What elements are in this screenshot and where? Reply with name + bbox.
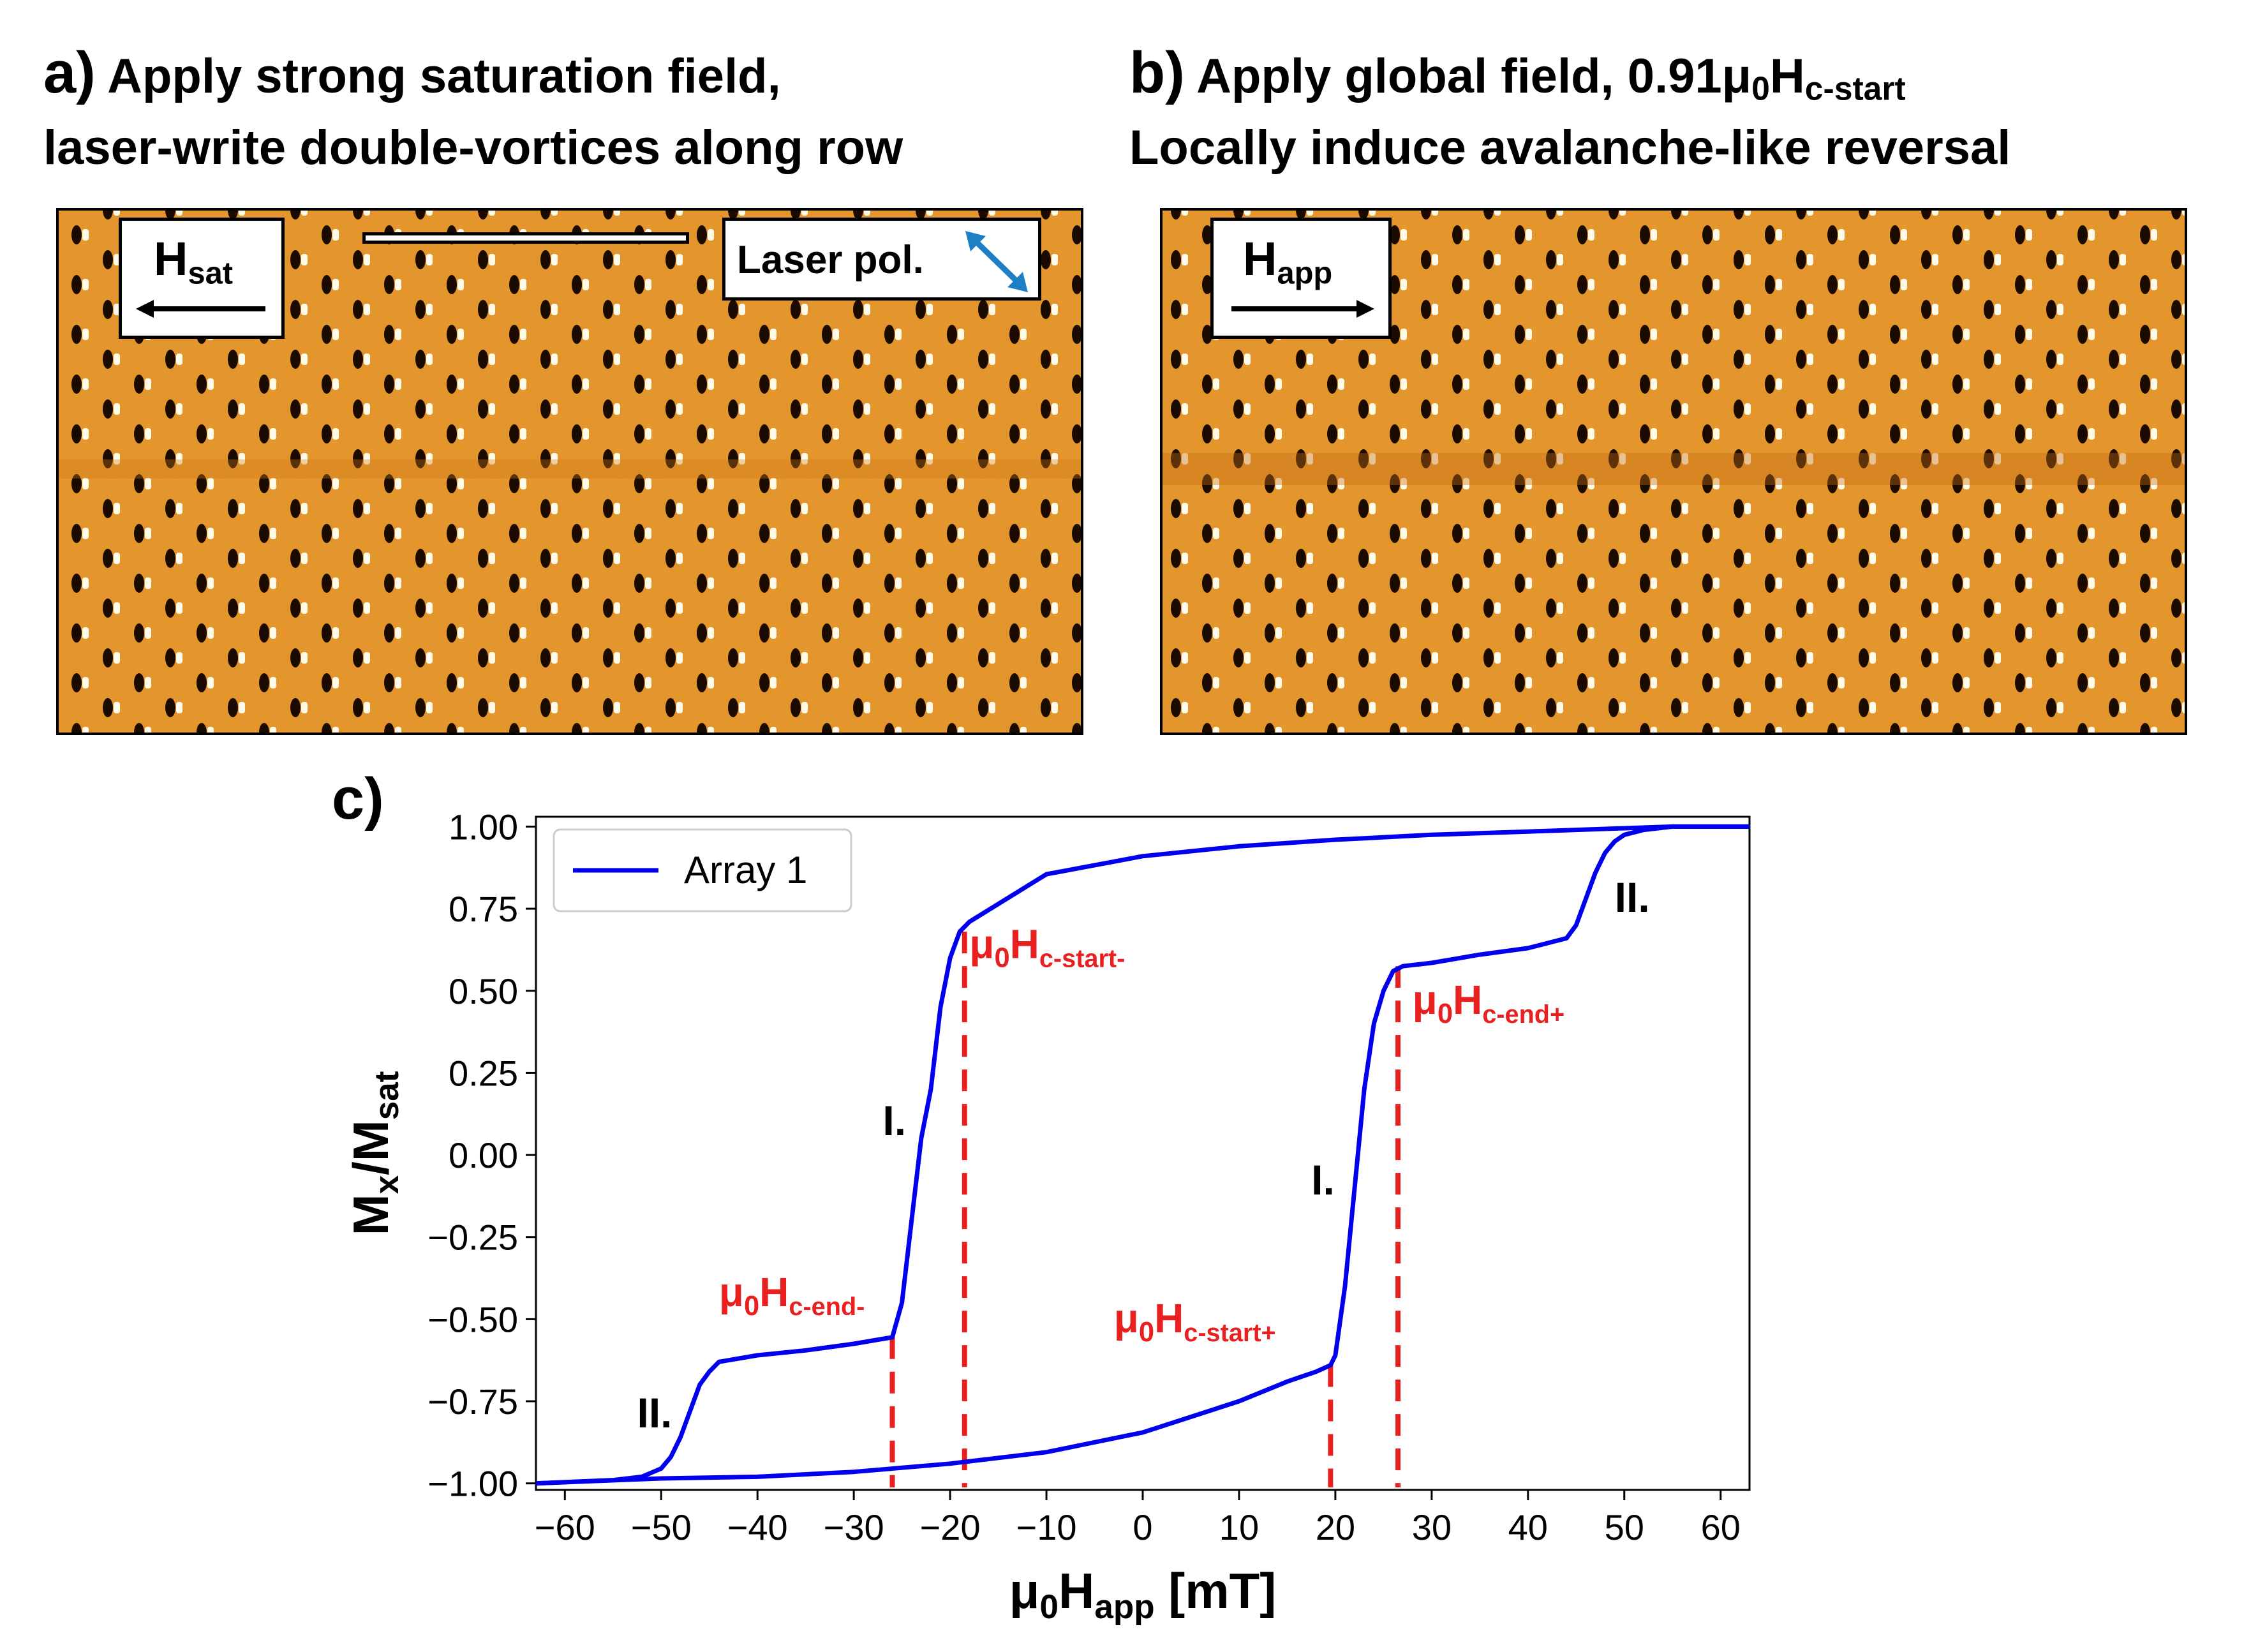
y-tick-label: −0.75 — [427, 1381, 518, 1422]
annotation-I-left: I. — [882, 1097, 906, 1144]
panel-b-field-inset: Happ — [1210, 218, 1392, 339]
hsat-sub: sat — [188, 256, 234, 291]
y-axis-label: Mx/Msat — [343, 1071, 406, 1235]
plot-frame — [535, 815, 1751, 1491]
hsat-label: Hsat — [154, 234, 233, 299]
happ-sub: app — [1277, 256, 1333, 291]
y-tick-label: 0.00 — [449, 1135, 518, 1175]
x-tick-label: 50 — [1605, 1507, 1644, 1547]
y-tick-label: 0.50 — [449, 971, 518, 1011]
panel-a-title: a) Apply strong saturation field, — [43, 37, 781, 112]
panel-b-letter: b) — [1129, 40, 1185, 105]
y-tick-label: 0.25 — [449, 1053, 518, 1093]
x-tick-label: 0 — [1133, 1507, 1152, 1547]
x-tick-label: 20 — [1316, 1507, 1355, 1547]
panel-b-title: b) Apply global field, 0.91μ0Hc-start — [1129, 37, 1906, 124]
legend-box — [553, 828, 852, 912]
left-arrow-icon — [136, 300, 265, 318]
panel-b-dot-lattice — [1163, 211, 2185, 733]
x-tick-label: 40 — [1508, 1507, 1548, 1547]
panel-b-line1-sub0: 0 — [1751, 70, 1770, 107]
legend-label: Array 1 — [684, 849, 807, 891]
panel-a-line1: Apply strong saturation field, — [107, 49, 781, 103]
happ-symbol: H — [1243, 232, 1277, 285]
y-tick-label: −0.25 — [427, 1217, 518, 1258]
x-tick-label: −60 — [535, 1507, 595, 1547]
x-tick-label: 30 — [1412, 1507, 1452, 1547]
panel-b-line1-sub: c-start — [1804, 70, 1906, 107]
panel-a-title-line2: laser-write double-vortices along row — [43, 121, 903, 175]
panel-c-letter: c) — [332, 766, 384, 831]
annotation-start-minus: μ0Hc-start- — [969, 921, 1125, 973]
x-tick-label: −20 — [920, 1507, 981, 1547]
panel-a-letter: a) — [43, 40, 96, 105]
panel-b-title-line2: Locally induce avalanche-like reversal — [1129, 121, 2011, 175]
x-tick-label: −10 — [1016, 1507, 1077, 1547]
x-tick-label: 10 — [1219, 1507, 1259, 1547]
x-tick-label: 60 — [1701, 1507, 1741, 1547]
x-tick-label: −40 — [727, 1507, 788, 1547]
y-tick-label: 0.75 — [449, 889, 518, 929]
curve-ascending — [535, 824, 1750, 1486]
panel-b-line1-h: H — [1769, 49, 1805, 103]
laser-pol-label: Laser pol. — [737, 238, 924, 282]
panel-b-line1: Apply global field, 0.91μ — [1196, 49, 1752, 103]
annotation-II-right: II. — [1615, 874, 1650, 921]
y-tick-label: −0.50 — [427, 1299, 518, 1339]
x-tick-label: −30 — [824, 1507, 884, 1547]
y-tick-label: 1.00 — [449, 807, 518, 847]
curve-descending — [535, 824, 1750, 1486]
scale-bar — [362, 232, 689, 244]
annotation-I-right: I. — [1311, 1156, 1335, 1203]
panel-a-field-inset: Hsat — [119, 218, 285, 339]
y-tick-label: −1.00 — [427, 1464, 518, 1504]
annotation-end-plus: μ0Hc-end+ — [1413, 977, 1565, 1029]
happ-label: Happ — [1243, 234, 1332, 299]
panel-b-microscope-image — [1160, 208, 2187, 735]
x-tick-label: −50 — [631, 1507, 692, 1547]
annotation-II-left: II. — [637, 1389, 672, 1436]
polarization-double-arrow-icon — [965, 231, 1028, 292]
annotation-start-plus: μ0Hc-start+ — [1114, 1295, 1276, 1348]
panel-a-laser-inset: Laser pol. — [722, 218, 1041, 301]
x-axis-label: μ0Happ [mT] — [1009, 1563, 1276, 1626]
annotation-end-minus: μ0Hc-end- — [719, 1269, 865, 1321]
right-arrow-icon — [1231, 300, 1374, 318]
hsat-symbol: H — [154, 232, 188, 285]
